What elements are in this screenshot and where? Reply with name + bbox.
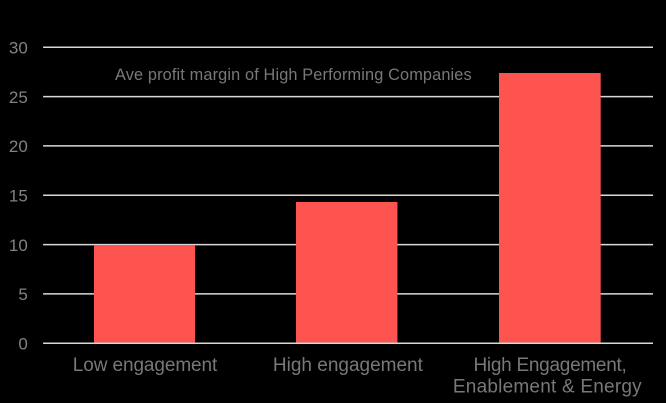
svg-text:25: 25 <box>9 88 28 107</box>
svg-text:Low engagement: Low engagement <box>73 355 218 376</box>
svg-text:High engagement: High engagement <box>273 355 424 376</box>
svg-text:Enablement & Energy: Enablement & Energy <box>453 376 642 397</box>
svg-text:30: 30 <box>9 39 28 58</box>
svg-text:20: 20 <box>9 137 28 156</box>
svg-text:15: 15 <box>9 187 28 206</box>
svg-text:Ave profit margin of High Perf: Ave profit margin of High Performing Com… <box>115 66 472 84</box>
svg-text:High Engagement,: High Engagement, <box>473 355 626 376</box>
svg-text:5: 5 <box>18 285 27 304</box>
svg-text:10: 10 <box>9 236 28 255</box>
svg-text:0: 0 <box>18 335 27 354</box>
